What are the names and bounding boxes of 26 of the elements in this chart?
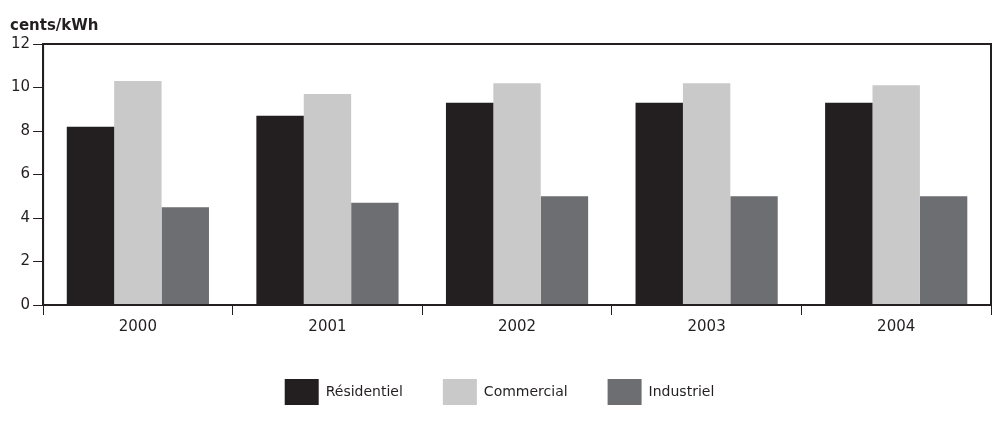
bar xyxy=(114,80,162,305)
y-tick-label: 8 xyxy=(20,120,31,139)
legend-label: Industriel xyxy=(648,382,715,399)
bar xyxy=(161,207,209,305)
bar xyxy=(493,83,541,305)
y-tick-label: 2 xyxy=(20,251,31,270)
y-tick-label: 0 xyxy=(20,294,31,313)
bar xyxy=(730,196,778,305)
bar xyxy=(682,83,731,305)
y-tick-label: 4 xyxy=(20,207,31,226)
legend-label: Résidentiel xyxy=(325,382,403,399)
legend-label: Commercial xyxy=(483,382,568,399)
x-tick-label: 2002 xyxy=(497,316,537,335)
y-axis-title: cents/kWh xyxy=(10,16,99,35)
bar xyxy=(919,196,968,305)
bar xyxy=(303,94,352,305)
bar xyxy=(540,196,589,305)
x-tick-label: 2000 xyxy=(118,316,157,335)
y-tick-label: 6 xyxy=(20,164,31,183)
bar xyxy=(351,202,399,305)
y-tick-label: 12 xyxy=(10,33,31,52)
y-tick-label: 10 xyxy=(10,77,31,96)
x-tick-label: 2004 xyxy=(877,316,916,335)
x-tick-label: 2003 xyxy=(687,316,726,335)
bar xyxy=(872,85,920,305)
x-tick-label: 2001 xyxy=(308,316,347,335)
